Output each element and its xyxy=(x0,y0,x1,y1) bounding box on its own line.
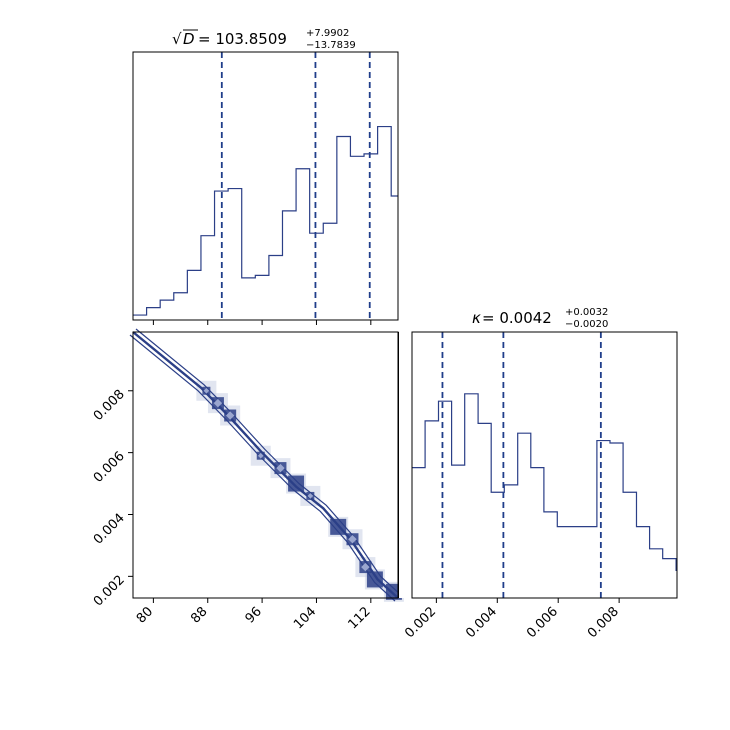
cluster-core-1 xyxy=(213,398,223,408)
joint-x-tick-label: 112 xyxy=(345,604,373,632)
cluster-point-7 xyxy=(330,518,347,535)
kappa-x-tick-label: 0.006 xyxy=(524,604,561,641)
kappa-value: = 0.0042 xyxy=(482,309,552,327)
kappa-lower-error: −0.0020 xyxy=(565,319,608,330)
kappa-marginal-panel: 0.002 0.004 0.006 0.008 xyxy=(402,331,678,641)
joint-x-tick-label: 96 xyxy=(243,604,265,626)
cluster-core-8 xyxy=(348,534,357,544)
kappa-histogram-line xyxy=(412,393,677,571)
sqrtD-title: √ D = 103.8509 +7.9902 −13.7839 xyxy=(172,28,356,51)
sqrtD-histogram-line xyxy=(133,125,398,316)
joint-right-edge xyxy=(398,332,399,598)
cluster-core-9 xyxy=(361,562,370,572)
sqrtD-value: = 103.8509 xyxy=(198,30,287,48)
kappa-x-tick-label: 0.002 xyxy=(402,604,439,641)
kappa-title: κ = 0.0042 +0.0032 −0.0020 xyxy=(472,307,608,330)
joint-y-tick-label: 0.004 xyxy=(91,511,128,548)
sqrtD-frame xyxy=(132,51,399,321)
joint-x-tick-label: 80 xyxy=(134,604,156,626)
kappa-upper-error: +0.0032 xyxy=(565,307,608,318)
joint-y-tick-label: 0.008 xyxy=(91,387,128,424)
cluster-core-0 xyxy=(203,387,210,394)
joint-right-mask xyxy=(399,332,411,598)
sqrtD-upper-error: +7.9902 xyxy=(306,28,349,39)
cluster-point-10 xyxy=(366,571,383,588)
joint-scatter-panel: 80 88 96 104 112 0.002 0.004 0.006 0.008 xyxy=(91,328,411,632)
sqrt-symbol: √ xyxy=(172,30,182,48)
cluster-core-3 xyxy=(257,452,264,459)
kappa-frame xyxy=(411,331,678,599)
kappa-lhs: κ xyxy=(472,309,481,327)
sqrtD-lower-error: −13.7839 xyxy=(306,40,356,51)
joint-x-tick-label: 88 xyxy=(188,604,210,626)
sqrtD-lhs: D xyxy=(183,30,195,48)
joint-x-tick-label: 104 xyxy=(291,604,319,632)
sqrtD-marginal-panel xyxy=(132,51,399,325)
cluster-core-2 xyxy=(225,411,235,420)
cluster-core-6 xyxy=(307,493,314,499)
contour-outline-lower xyxy=(129,334,396,602)
kappa-x-tick-label: 0.008 xyxy=(585,604,622,641)
joint-y-tick-label: 0.002 xyxy=(91,573,128,610)
joint-y-tick-label: 0.006 xyxy=(91,449,128,486)
kappa-x-tick-label: 0.004 xyxy=(463,604,500,641)
cluster-core-4 xyxy=(276,463,285,473)
cluster-point-5 xyxy=(288,475,305,492)
